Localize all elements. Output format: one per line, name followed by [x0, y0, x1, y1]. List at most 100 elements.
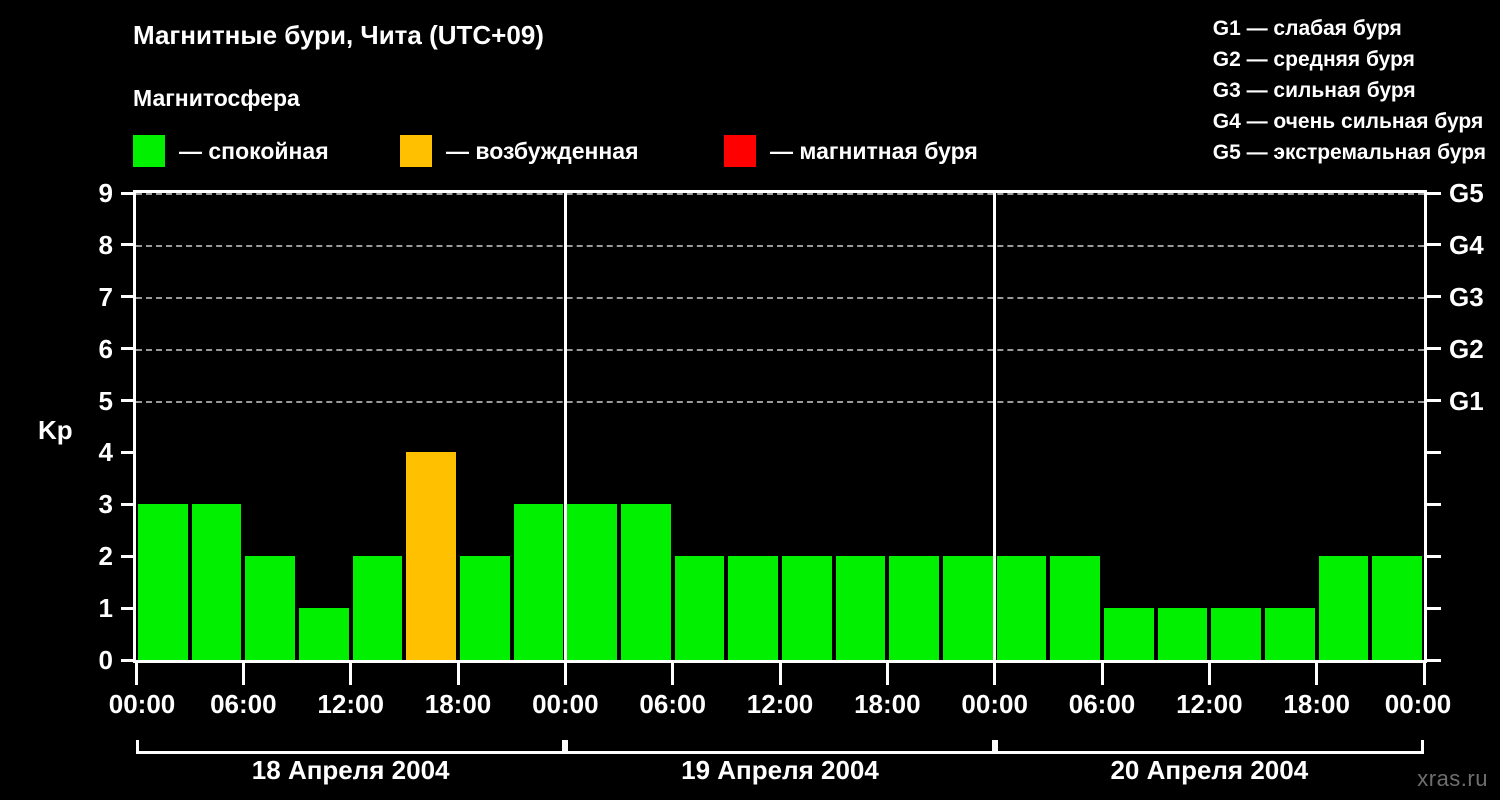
legend-label-active: — возбужденная — [446, 137, 639, 164]
x-tick-label-9: 06:00 — [1068, 689, 1136, 719]
page-title: Магнитные бури, Чита (UTC+09) — [133, 20, 544, 50]
bar — [835, 556, 886, 660]
gridline-kp-5 — [136, 400, 1424, 403]
gscale-row-g1: G1 — слабая буря — [1212, 17, 1402, 40]
gridline-kp-8 — [136, 244, 1424, 247]
gscale-row-g4: G4 — очень сильная буря — [1212, 110, 1484, 133]
x-tick-label-1: 06:00 — [210, 689, 277, 719]
bar — [782, 556, 832, 660]
bar — [1157, 608, 1208, 660]
bar — [1104, 608, 1154, 660]
g-tick-kp-9 — [1427, 191, 1441, 195]
y-tick-0 — [121, 658, 133, 662]
bar — [1265, 608, 1315, 660]
bar — [299, 608, 349, 660]
x-tick-12 — [1422, 663, 1426, 685]
g-tick-kp-8 — [1427, 243, 1441, 247]
legend-item-quiet: — спокойная — [133, 134, 329, 168]
g-tick-kp-5 — [1427, 399, 1441, 403]
magnetosphere-heading: Магнитосфера — [133, 85, 300, 111]
gscale-row-g3: G3 — сильная буря — [1212, 79, 1416, 102]
y-tick-label-9: 9 — [98, 178, 113, 208]
date-label-0: 18 Апреля 2004 — [251, 755, 450, 785]
date-bracket-2 — [994, 740, 1424, 754]
g-tick-kp-0 — [1427, 658, 1441, 662]
gscale-row-g5: G5 — экстремальная буря — [1212, 141, 1486, 164]
gscale-legend: G1 — слабая буря G2 — средняя буря G3 — … — [1213, 13, 1486, 168]
y-tick-label-2: 2 — [98, 541, 113, 572]
orange-square-icon — [400, 135, 432, 167]
bar — [1318, 556, 1369, 660]
x-tick-5 — [671, 663, 675, 685]
gridline-kp-6 — [136, 348, 1424, 351]
x-tick-label-3: 18:00 — [424, 689, 492, 719]
y-tick-label-6: 6 — [98, 333, 113, 364]
y-tick-1 — [121, 606, 133, 610]
bar — [996, 556, 1047, 660]
bar — [728, 556, 778, 660]
red-square-icon — [724, 135, 756, 167]
watermark: xras.ru — [1417, 766, 1488, 791]
date-label-2: 20 Апреля 2004 — [1110, 755, 1309, 785]
gridline-kp-9 — [136, 193, 1424, 195]
y-tick-9 — [121, 191, 133, 195]
chart-plot-inner — [136, 193, 1424, 660]
x-tick-label-7: 18:00 — [854, 689, 921, 719]
g-tick-label-g4: G4 — [1449, 229, 1484, 260]
g-tick-label-g1: G1 — [1449, 385, 1484, 416]
day-divider-1 — [563, 193, 567, 660]
bar — [1372, 556, 1422, 660]
x-tick-8 — [993, 663, 997, 685]
gridline-kp-7 — [136, 296, 1424, 299]
x-tick-3 — [456, 663, 460, 685]
y-tick-label-7: 7 — [98, 281, 113, 312]
date-bracket-0 — [136, 740, 566, 754]
x-tick-4 — [563, 663, 567, 685]
g-tick-kp-1 — [1427, 606, 1441, 610]
x-tick-0 — [134, 663, 138, 685]
y-tick-label-5: 5 — [98, 385, 113, 416]
bar — [943, 556, 993, 660]
g-tick-label-g2: G2 — [1449, 333, 1484, 364]
day-divider-2 — [993, 193, 997, 660]
x-tick-7 — [885, 663, 889, 685]
g-tick-kp-4 — [1427, 450, 1441, 454]
x-tick-9 — [1100, 663, 1104, 685]
bar — [1050, 556, 1100, 660]
x-tick-label-12: 00:00 — [1384, 689, 1452, 719]
bar — [567, 504, 617, 660]
x-tick-2 — [349, 663, 353, 685]
bar — [889, 556, 939, 660]
gscale-row-g2: G2 — средняя буря — [1212, 48, 1415, 71]
bar — [352, 556, 403, 660]
date-label-1: 19 Апреля 2004 — [681, 755, 879, 785]
y-tick-4 — [121, 450, 133, 454]
x-tick-label-5: 06:00 — [639, 689, 706, 719]
y-tick-3 — [121, 502, 133, 506]
y-tick-7 — [121, 295, 133, 299]
bar — [406, 452, 456, 660]
x-tick-label-8: 00:00 — [961, 689, 1028, 719]
y-tick-label-0: 0 — [98, 645, 113, 675]
x-tick-1 — [241, 663, 245, 685]
x-tick-label-0: 00:00 — [108, 689, 176, 719]
g-tick-label-g5: G5 — [1449, 178, 1484, 208]
chart-plot-area — [133, 190, 1427, 663]
legend-label-storm: — магнитная буря — [770, 137, 978, 164]
x-tick-10 — [1207, 663, 1211, 685]
y-axis-title: Kp — [38, 415, 73, 445]
date-bracket-1 — [565, 740, 995, 754]
y-tick-8 — [121, 243, 133, 247]
x-tick-11 — [1315, 663, 1319, 685]
legend-item-active: — возбужденная — [400, 134, 639, 168]
y-tick-label-3: 3 — [98, 489, 113, 520]
bar — [513, 504, 564, 660]
legend-label-quiet: — спокойная — [179, 137, 329, 164]
x-tick-label-10: 12:00 — [1176, 689, 1243, 719]
y-tick-6 — [121, 347, 133, 351]
y-tick-label-1: 1 — [98, 593, 113, 624]
g-tick-kp-7 — [1427, 295, 1441, 299]
bar — [460, 556, 510, 660]
green-square-icon — [133, 135, 165, 167]
x-tick-label-11: 18:00 — [1283, 689, 1350, 719]
